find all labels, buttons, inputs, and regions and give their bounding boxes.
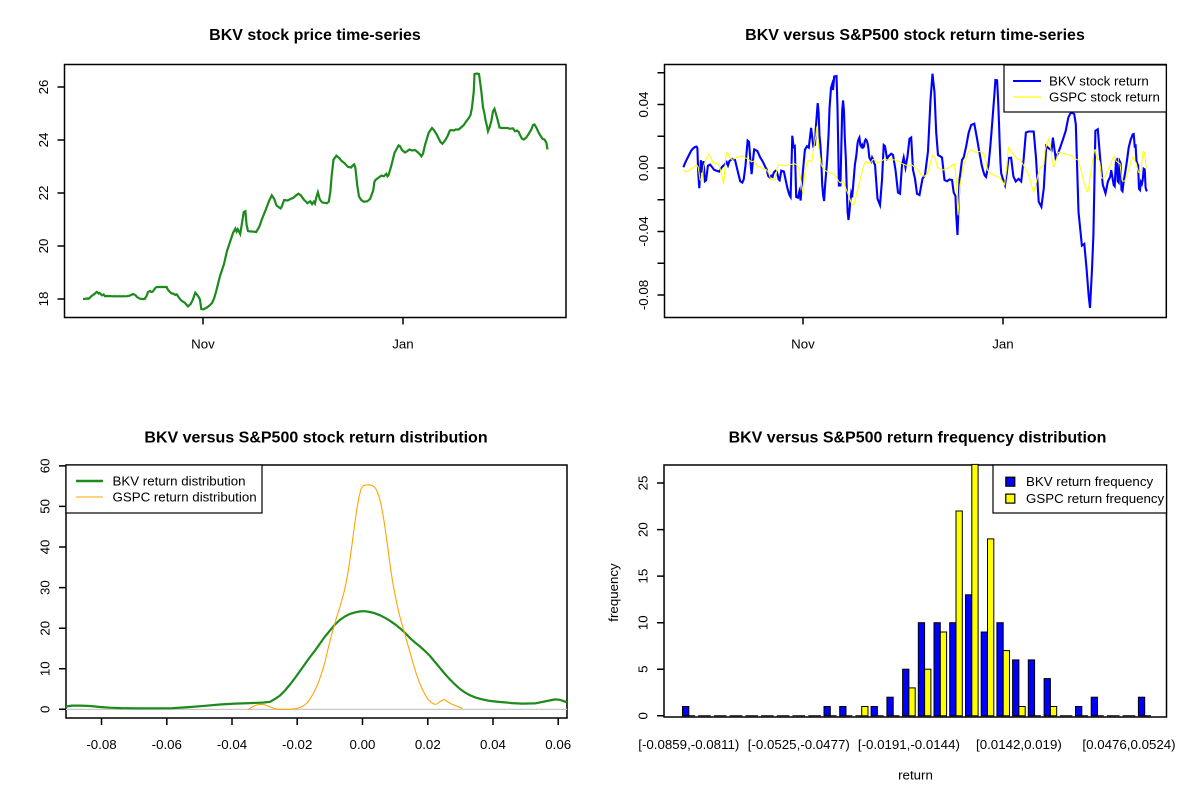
svg-text:-0.04: -0.04 (636, 216, 651, 246)
svg-text:frequency: frequency (606, 563, 621, 622)
svg-text:20: 20 (36, 239, 51, 254)
svg-text:0.06: 0.06 (545, 737, 571, 752)
svg-text:0.00: 0.00 (350, 737, 376, 752)
svg-text:10: 10 (636, 615, 651, 630)
svg-text:0.04: 0.04 (480, 737, 506, 752)
svg-text:BKV return distribution: BKV return distribution (113, 474, 246, 489)
svg-text:-0.04: -0.04 (217, 737, 247, 752)
svg-text:GSPC return distribution: GSPC return distribution (113, 490, 257, 505)
svg-text:Jan: Jan (992, 337, 1013, 352)
svg-text:-0.08: -0.08 (86, 737, 116, 752)
svg-text:BKV return frequency: BKV return frequency (1026, 474, 1153, 489)
svg-text:15: 15 (636, 569, 651, 584)
svg-text:0.00: 0.00 (636, 155, 651, 181)
svg-text:10: 10 (38, 661, 53, 676)
svg-text:0: 0 (636, 712, 651, 719)
svg-text:22: 22 (36, 186, 51, 201)
svg-text:40: 40 (38, 540, 53, 555)
svg-text:[0.0142,0.019): [0.0142,0.019) (976, 737, 1062, 752)
svg-text:Jan: Jan (392, 337, 413, 352)
svg-text:[-0.0525,-0.0477): [-0.0525,-0.0477) (748, 737, 850, 752)
svg-text:0.02: 0.02 (415, 737, 441, 752)
svg-text:BKV versus S&P500 stock return: BKV versus S&P500 stock return distribut… (144, 430, 487, 447)
svg-text:20: 20 (636, 522, 651, 537)
svg-text:[-0.0191,-0.0144): [-0.0191,-0.0144) (858, 737, 960, 752)
svg-text:50: 50 (38, 499, 53, 514)
svg-text:25: 25 (636, 476, 651, 491)
svg-text:GSPC stock return: GSPC stock return (1049, 90, 1160, 105)
svg-text:BKV versus S&P500 return frequ: BKV versus S&P500 return frequency distr… (729, 430, 1107, 447)
svg-text:return: return (898, 768, 933, 783)
svg-text:GSPC return frequency: GSPC return frequency (1026, 491, 1165, 506)
svg-text:30: 30 (38, 580, 53, 595)
svg-text:18: 18 (36, 292, 51, 307)
svg-text:-0.08: -0.08 (636, 280, 651, 310)
svg-text:60: 60 (38, 459, 53, 474)
svg-text:Nov: Nov (191, 337, 215, 352)
svg-text:-0.02: -0.02 (282, 737, 312, 752)
svg-text:0.04: 0.04 (636, 92, 651, 118)
svg-text:[-0.0859,-0.0811): [-0.0859,-0.0811) (638, 737, 739, 752)
svg-text:5: 5 (636, 665, 651, 672)
svg-text:BKV versus S&P500 stock return: BKV versus S&P500 stock return time-seri… (745, 27, 1085, 44)
svg-text:26: 26 (36, 80, 51, 95)
svg-text:[0.0476,0.0524): [0.0476,0.0524) (1082, 737, 1175, 752)
svg-text:-0.06: -0.06 (152, 737, 182, 752)
svg-text:BKV stock return: BKV stock return (1049, 74, 1149, 89)
svg-text:24: 24 (36, 133, 51, 148)
svg-text:0: 0 (38, 706, 53, 713)
svg-text:BKV stock price time-series: BKV stock price time-series (209, 27, 421, 44)
svg-text:Nov: Nov (791, 337, 815, 352)
svg-text:20: 20 (38, 621, 53, 636)
